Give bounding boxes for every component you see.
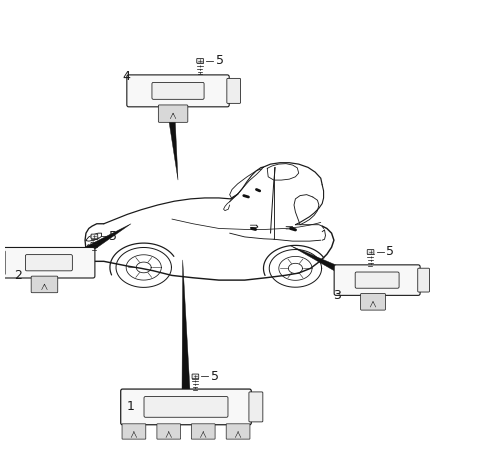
Polygon shape (182, 260, 190, 390)
FancyBboxPatch shape (25, 255, 72, 271)
Polygon shape (291, 246, 352, 279)
FancyBboxPatch shape (144, 397, 228, 417)
FancyBboxPatch shape (192, 424, 215, 439)
FancyBboxPatch shape (227, 78, 240, 103)
FancyBboxPatch shape (152, 82, 204, 99)
Text: 5: 5 (109, 230, 118, 243)
Polygon shape (167, 105, 178, 180)
FancyBboxPatch shape (31, 276, 58, 292)
Text: 5: 5 (216, 54, 224, 67)
FancyBboxPatch shape (367, 250, 374, 254)
FancyBboxPatch shape (334, 265, 420, 295)
FancyBboxPatch shape (192, 374, 199, 379)
Text: 3: 3 (333, 289, 341, 301)
FancyBboxPatch shape (122, 424, 146, 439)
FancyBboxPatch shape (197, 58, 204, 63)
FancyBboxPatch shape (0, 251, 5, 275)
FancyBboxPatch shape (158, 105, 188, 122)
Text: 2: 2 (14, 269, 22, 282)
FancyBboxPatch shape (127, 75, 229, 107)
FancyBboxPatch shape (418, 268, 430, 292)
FancyBboxPatch shape (360, 293, 385, 310)
FancyBboxPatch shape (3, 247, 95, 278)
Text: 5: 5 (211, 370, 219, 383)
FancyBboxPatch shape (249, 392, 263, 422)
Text: 4: 4 (122, 70, 130, 83)
FancyBboxPatch shape (91, 234, 98, 239)
Text: 1: 1 (127, 400, 135, 414)
FancyBboxPatch shape (355, 272, 399, 288)
FancyBboxPatch shape (157, 424, 180, 439)
Polygon shape (72, 224, 131, 261)
Text: 5: 5 (386, 245, 394, 259)
FancyBboxPatch shape (226, 424, 250, 439)
FancyBboxPatch shape (120, 389, 251, 425)
